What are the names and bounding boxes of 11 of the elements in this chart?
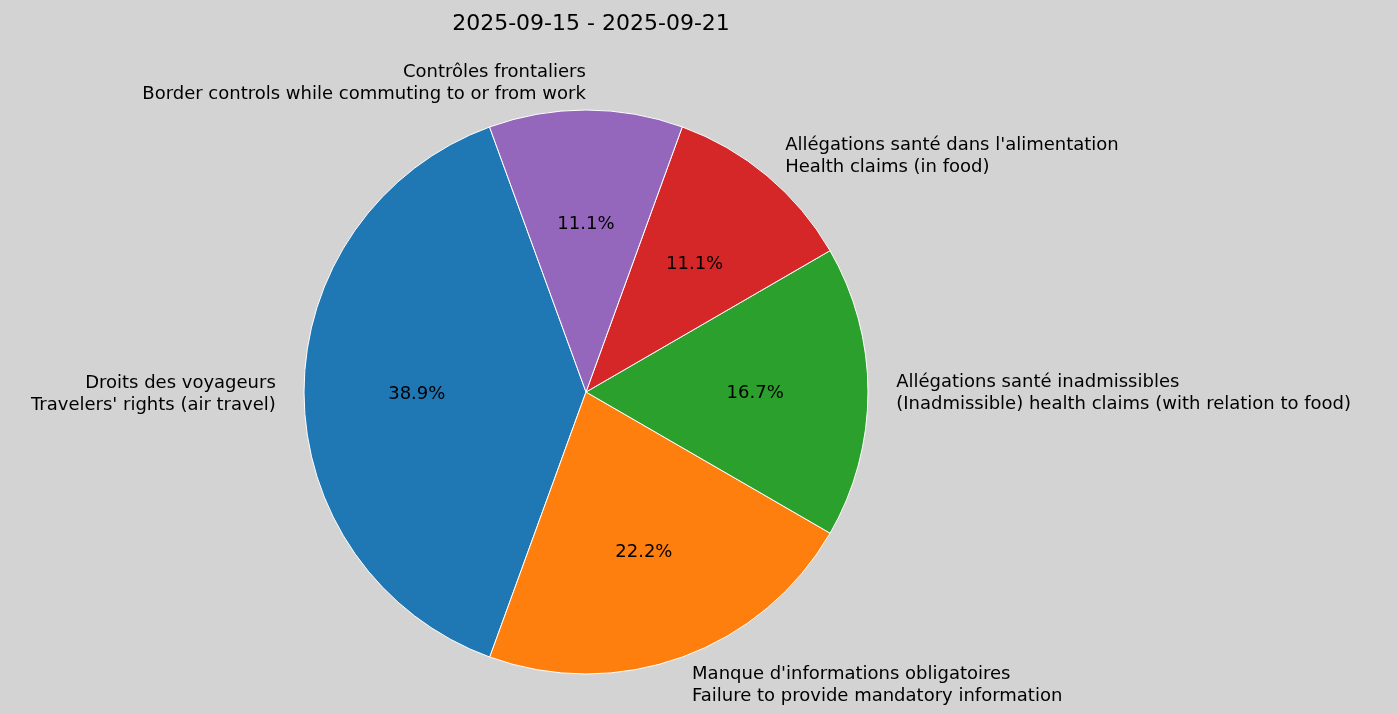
slice-label: Allégations santé dans l'alimentation Health claims (in food) xyxy=(785,132,1119,176)
slice-label: Manque d'informations obligatoires Failure to provide mandatory information xyxy=(692,661,1063,705)
data-label: 38.9% xyxy=(388,381,446,403)
slice-label: Droits des voyageurs Travelers' rights (air travel) xyxy=(29,370,276,414)
slice-label: Contrôles frontaliers Border controls while commuting to or from work xyxy=(142,60,587,104)
data-label: 16.7% xyxy=(726,381,784,403)
data-label: 11.1% xyxy=(557,212,615,234)
chart-title: 2025-09-15 - 2025-09-21 xyxy=(452,9,730,35)
data-label: 11.1% xyxy=(666,251,724,273)
data-label: 22.2% xyxy=(615,540,673,562)
slice-label: Allégations santé inadmissibles (Inadmissible) health claims (with relation to food) xyxy=(896,370,1352,414)
